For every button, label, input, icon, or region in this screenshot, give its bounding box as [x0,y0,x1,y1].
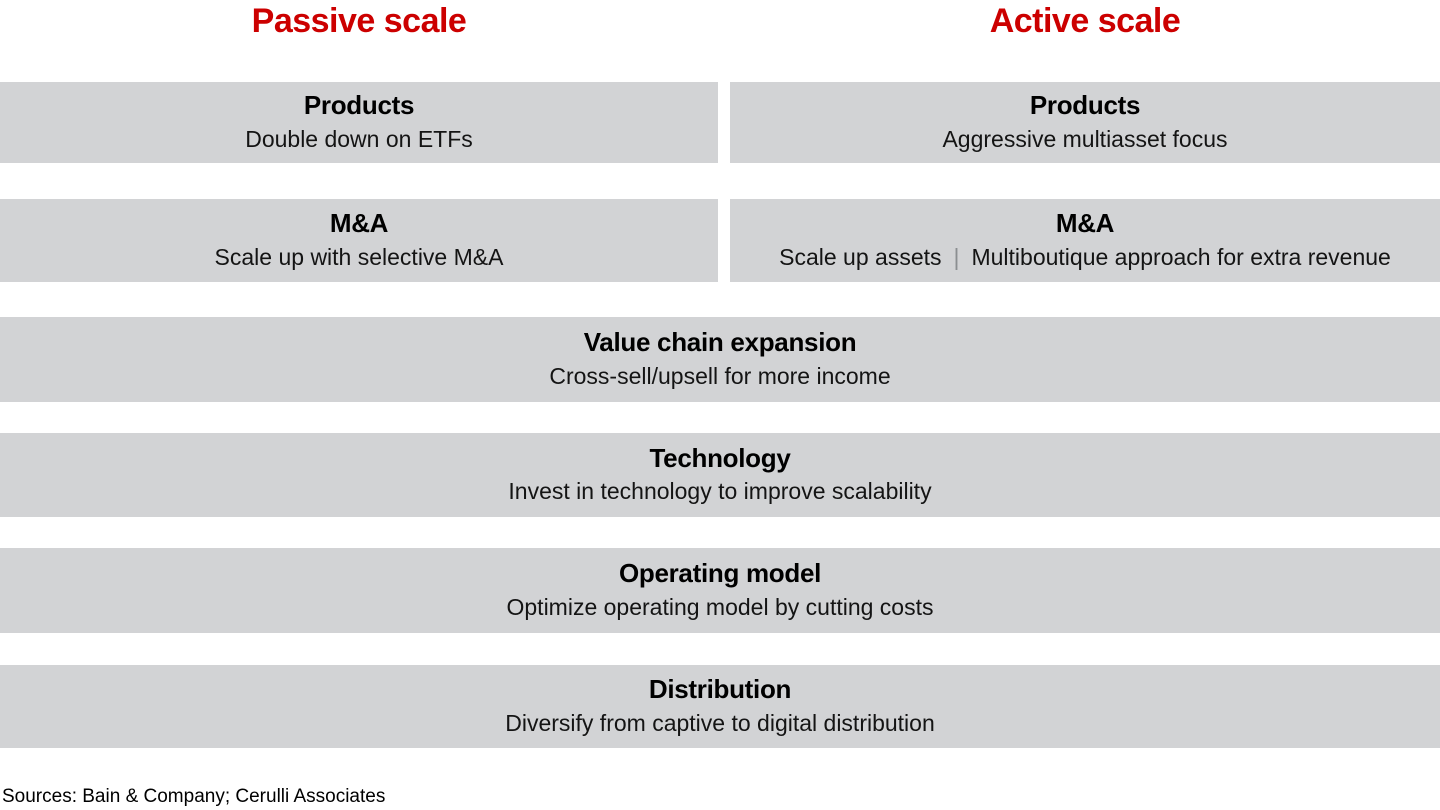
box-subtitle: Double down on ETFs [245,125,473,152]
column-header-active-scale: Active scale [989,2,1181,40]
box-title: Products [303,90,415,121]
box-distribution: Distribution Diversify from captive to d… [0,665,1440,748]
box-ma-passive: M&A Scale up with selective M&A [0,199,718,282]
box-subtitle-part-left: Scale up assets [779,243,942,270]
box-ma-active: M&A Scale up assets | Multiboutique approa… [730,199,1440,282]
box-subtitle-part-right: Multiboutique approach for extra revenue [971,243,1391,270]
box-title: Operating model [618,558,822,589]
subtitle-divider: | [953,243,960,270]
column-header-passive-scale: Passive scale [251,2,467,40]
box-subtitle: Optimize operating model by cutting cost… [506,593,934,620]
box-subtitle: Cross-sell/upsell for more income [549,362,891,389]
box-title: M&A [329,208,389,239]
box-operating-model: Operating model Optimize operating model… [0,548,1440,633]
box-technology: Technology Invest in technology to impro… [0,433,1440,517]
box-title: Products [1029,90,1141,121]
box-value-chain-expansion: Value chain expansion Cross-sell/upsell … [0,317,1440,402]
box-subtitle: Invest in technology to improve scalabil… [508,478,932,505]
box-title: Value chain expansion [583,327,857,358]
box-subtitle: Aggressive multiasset focus [942,125,1228,152]
box-subtitle: Diversify from captive to digital distri… [505,709,935,736]
box-subtitle: Scale up assets | Multiboutique approach f… [779,243,1391,273]
sources-note: Sources: Bain & Company; Cerulli Associa… [2,786,386,807]
box-title: Technology [649,442,791,473]
box-title: Distribution [648,674,792,705]
box-products-active: Products Aggressive multiasset focus [730,82,1440,163]
box-title: M&A [1055,208,1115,239]
box-subtitle: Scale up with selective M&A [214,243,504,270]
box-products-passive: Products Double down on ETFs [0,82,718,163]
